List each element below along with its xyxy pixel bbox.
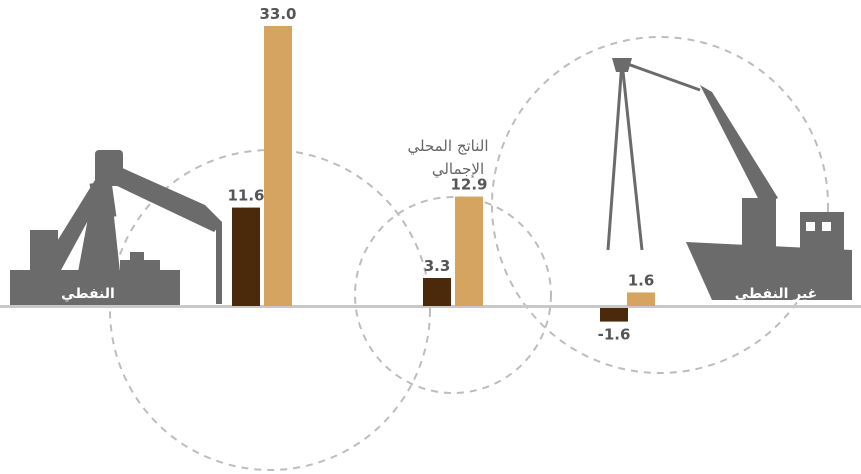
value-label-oil-light: 33.0 xyxy=(259,5,296,23)
category-label-oil: النفطي xyxy=(61,286,115,302)
decorative-dashed-circles xyxy=(109,36,829,471)
value-label-gdp-light: 12.9 xyxy=(450,176,487,194)
dashed-circle-small-center xyxy=(354,196,552,394)
bar-gdp-dark xyxy=(423,278,451,306)
category-label-gdp-line1: الناتج المحلي xyxy=(407,137,488,156)
category-label-gdp-line2: الإجمالي xyxy=(432,160,484,179)
dashed-circle-large-right xyxy=(491,36,829,374)
bar-oil-dark xyxy=(232,207,260,306)
ship-crane-icon xyxy=(606,58,852,300)
dashed-circle-large-left xyxy=(109,149,431,471)
value-label-nonoil-light: 1.6 xyxy=(628,271,655,289)
value-label-gdp-dark: 3.3 xyxy=(424,257,451,275)
category-label-non-oil: غير النفطي xyxy=(735,286,818,302)
bar-nonoil-dark xyxy=(600,308,628,322)
bar-oil-light xyxy=(264,26,292,306)
value-label-oil-dark: 11.6 xyxy=(227,187,264,205)
bar-nonoil-light xyxy=(627,292,655,306)
value-label-nonoil-dark: -1.6 xyxy=(598,326,631,344)
bar-gdp-light xyxy=(455,196,483,306)
oil-pump-icon xyxy=(10,150,222,306)
